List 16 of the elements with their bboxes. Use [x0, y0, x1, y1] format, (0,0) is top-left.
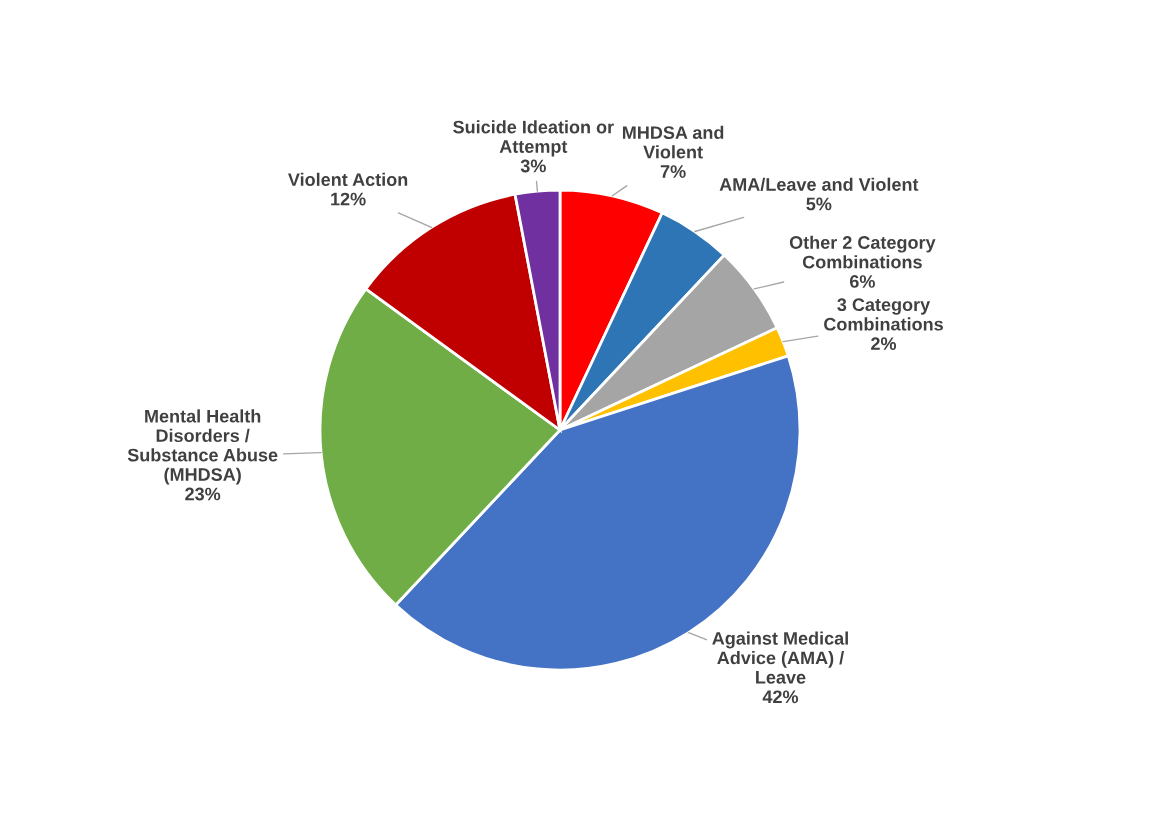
- data-label: 7%: [660, 165, 686, 178]
- data-label: 2%: [871, 337, 897, 351]
- slice-label: MHDSA and Violent: [622, 125, 724, 159]
- slice-label: Mental Health Disorders / Substance Abuse (MHDSA): [127, 409, 278, 485]
- slice-label: AMA/Leave and Violent: [719, 177, 919, 192]
- slice-label: Other 2 Category Combinations: [789, 235, 936, 269]
- data-label: 6%: [849, 275, 875, 288]
- slice-label: Suicide Ideation or Attempt: [453, 120, 614, 157]
- data-label: 42%: [762, 690, 799, 704]
- slice-label: Against Medical Advice (AMA) / Leave: [712, 631, 848, 684]
- data-label: 12%: [331, 192, 366, 206]
- slice-label: 3 Category Combinations: [824, 298, 943, 331]
- data-label: 23%: [185, 487, 221, 501]
- data-label: 3%: [520, 159, 546, 173]
- data-label: 5%: [806, 197, 832, 211]
- slice-label: Violent Action: [288, 172, 408, 187]
